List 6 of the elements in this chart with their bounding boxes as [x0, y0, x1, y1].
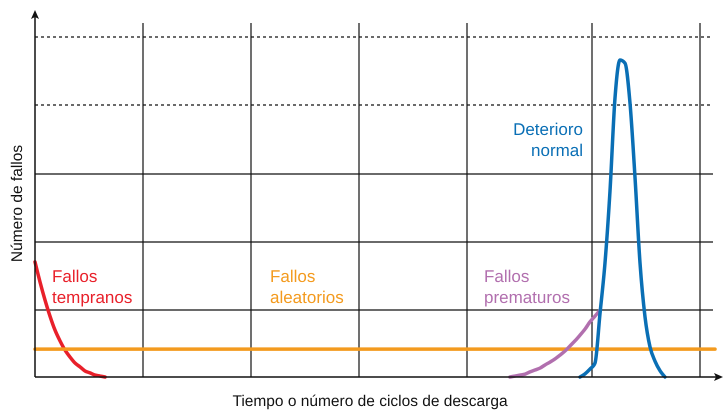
series-label: Fallos prematuros [484, 267, 570, 307]
series-label: Deterioro normal [513, 120, 583, 160]
y-axis-title: Número de fallos [9, 144, 26, 262]
series-label: Fallos tempranos [52, 267, 132, 307]
text: Fallos aleatorios [270, 267, 344, 307]
x-axis-title: Tiempo o número de ciclos de descarga [232, 393, 508, 410]
